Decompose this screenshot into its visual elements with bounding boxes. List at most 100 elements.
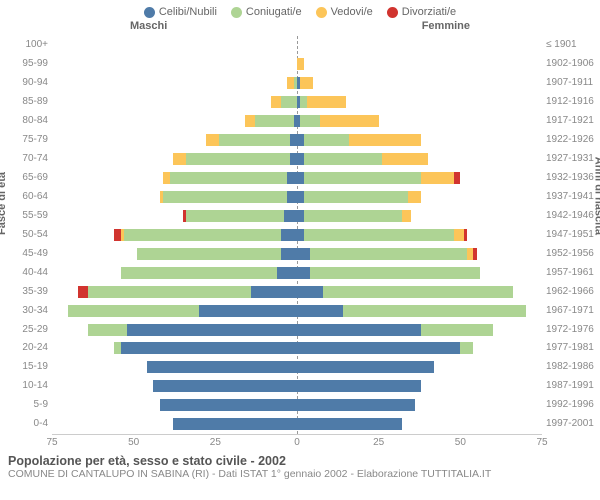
bar-segment	[206, 134, 219, 146]
bar-segment	[310, 248, 467, 260]
male-side	[52, 38, 297, 52]
bar-segment	[473, 248, 476, 260]
age-label: 60-64	[0, 192, 48, 202]
female-side	[297, 285, 542, 299]
age-label: 25-29	[0, 325, 48, 335]
x-tick: 25	[210, 437, 221, 448]
bar-segment	[304, 172, 422, 184]
year-label: 1947-1951	[546, 230, 600, 240]
year-label: 1987-1991	[546, 381, 600, 391]
bar-segment	[300, 115, 320, 127]
chart-title: Popolazione per età, sesso e stato civil…	[8, 454, 592, 468]
female-side	[297, 114, 542, 128]
bar-segment	[271, 96, 281, 108]
age-label: 20-24	[0, 343, 48, 353]
age-label: 85-89	[0, 97, 48, 107]
female-side	[297, 379, 542, 393]
chart-container: Celibi/NubiliConiugati/eVedovi/eDivorzia…	[0, 0, 600, 500]
year-label: 1927-1931	[546, 154, 600, 164]
pyramid-row	[52, 285, 542, 299]
year-label: 1932-1936	[546, 173, 600, 183]
pyramid-row	[52, 38, 542, 52]
year-label: 1922-1926	[546, 135, 600, 145]
male-side	[52, 228, 297, 242]
age-label: 45-49	[0, 249, 48, 259]
bar-segment	[68, 305, 199, 317]
age-label: 0-4	[0, 419, 48, 429]
age-label: 90-94	[0, 78, 48, 88]
age-label: 80-84	[0, 116, 48, 126]
age-label: 65-69	[0, 173, 48, 183]
bar-segment	[284, 210, 297, 222]
year-label: 1957-1961	[546, 268, 600, 278]
pyramid-row	[52, 323, 542, 337]
year-label: 1952-1956	[546, 249, 600, 259]
pyramid-rows	[52, 36, 542, 434]
x-tick: 50	[128, 437, 139, 448]
age-label: 95-99	[0, 59, 48, 69]
pyramid-row	[52, 417, 542, 431]
x-tick: 25	[373, 437, 384, 448]
bar-segment	[281, 248, 297, 260]
bar-segment	[78, 286, 88, 298]
bar-segment	[251, 286, 297, 298]
male-side	[52, 266, 297, 280]
y-axis-year: ≤ 19011902-19061907-19111912-19161917-19…	[542, 36, 600, 434]
female-side	[297, 38, 542, 52]
bar-segment	[408, 191, 421, 203]
age-label: 75-79	[0, 135, 48, 145]
y-axis-age: 100+95-9990-9485-8980-8475-7970-7465-696…	[0, 36, 52, 434]
bar-segment	[304, 229, 454, 241]
year-label: ≤ 1901	[546, 40, 600, 50]
bar-segment	[121, 267, 278, 279]
female-side	[297, 152, 542, 166]
male-side	[52, 398, 297, 412]
legend-item: Divorziati/e	[387, 6, 456, 18]
bar-segment	[421, 172, 454, 184]
male-side	[52, 341, 297, 355]
bar-segment	[300, 77, 313, 89]
female-side	[297, 228, 542, 242]
female-side	[297, 76, 542, 90]
female-side	[297, 398, 542, 412]
bar-segment	[297, 418, 402, 430]
pyramid-row	[52, 360, 542, 374]
bar-segment	[219, 134, 291, 146]
pyramid-row	[52, 152, 542, 166]
header-male: Maschi	[130, 20, 167, 32]
pyramid-row	[52, 379, 542, 393]
bar-segment	[121, 342, 297, 354]
gender-headers: Maschi Femmine	[0, 20, 600, 36]
legend-label: Vedovi/e	[331, 6, 373, 18]
legend: Celibi/NubiliConiugati/eVedovi/eDivorzia…	[0, 0, 600, 20]
male-side	[52, 323, 297, 337]
bar-segment	[160, 399, 297, 411]
year-label: 1942-1946	[546, 211, 600, 221]
bar-segment	[173, 418, 297, 430]
age-label: 40-44	[0, 268, 48, 278]
chart-subtitle: COMUNE DI CANTALUPO IN SABINA (RI) - Dat…	[8, 468, 592, 480]
bar-segment	[402, 210, 412, 222]
bar-segment	[304, 210, 402, 222]
bar-segment	[153, 380, 297, 392]
male-side	[52, 171, 297, 185]
male-side	[52, 57, 297, 71]
female-side	[297, 57, 542, 71]
bar-segment	[245, 115, 255, 127]
bar-segment	[281, 96, 297, 108]
bar-segment	[186, 210, 284, 222]
male-side	[52, 285, 297, 299]
legend-swatch	[144, 7, 155, 18]
legend-label: Celibi/Nubili	[159, 6, 217, 18]
header-female: Femmine	[422, 20, 470, 32]
bar-segment	[421, 324, 493, 336]
age-label: 35-39	[0, 287, 48, 297]
bar-segment	[464, 229, 467, 241]
male-side	[52, 190, 297, 204]
female-side	[297, 417, 542, 431]
age-label: 50-54	[0, 230, 48, 240]
year-label: 1917-1921	[546, 116, 600, 126]
female-side	[297, 190, 542, 204]
male-side	[52, 114, 297, 128]
female-side	[297, 209, 542, 223]
